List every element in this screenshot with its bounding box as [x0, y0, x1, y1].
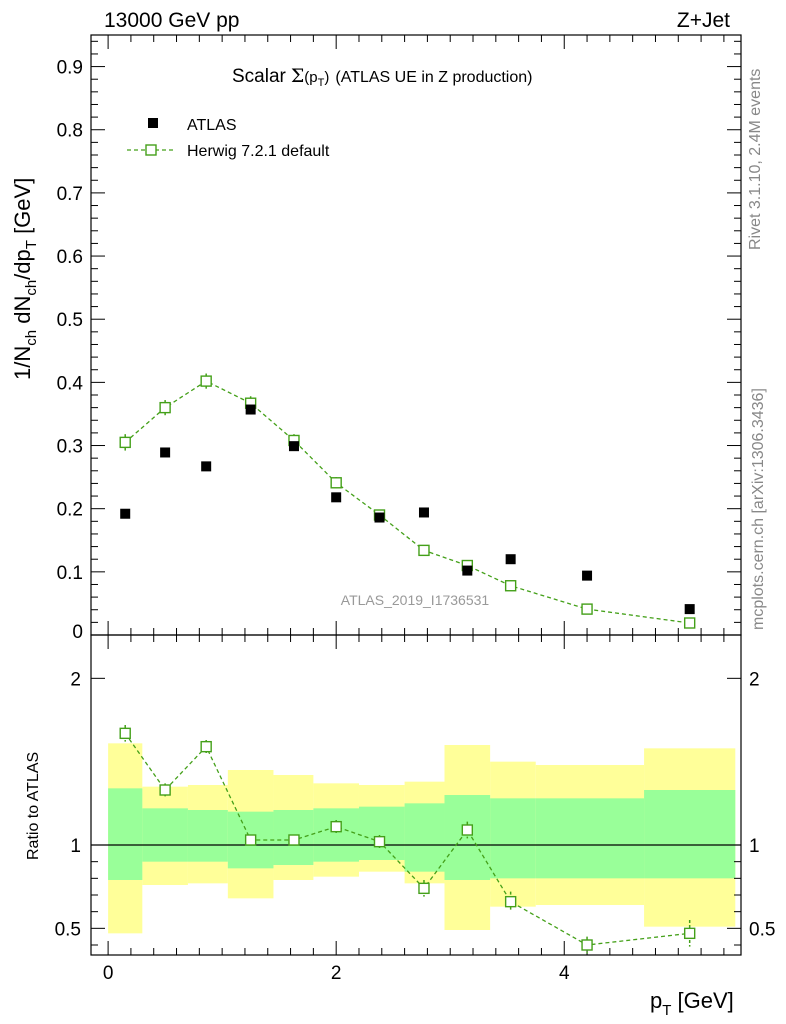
title-sigma-sub: T	[318, 77, 325, 89]
ratio-herwig-point	[418, 882, 430, 895]
title-prefix: Scalar	[232, 66, 287, 87]
legend-marker-herwig	[145, 144, 157, 156]
main-ytick-label: 0.7	[57, 184, 83, 205]
main-ytick-label: 0.6	[57, 247, 83, 268]
legend-label-herwig: Herwig 7.2.1 default	[187, 143, 330, 160]
uncertainty-band-inner	[644, 790, 736, 879]
main-ytick-label: 0.9	[57, 58, 83, 79]
main-ytick-label: 0.5	[57, 310, 83, 331]
main-ytick-label: 0.2	[57, 500, 83, 521]
ratio-ylabel: Ratio to ATLAS	[25, 752, 42, 860]
herwig-point	[119, 436, 131, 449]
ratio-frame	[90, 634, 742, 956]
ratio-ytick-label-right: 2	[749, 669, 760, 690]
atlas-point	[582, 570, 593, 581]
ratio-panel: 0 2 4 0.5 0.5 1 1 2 2	[55, 634, 775, 984]
main-ylabel: 1/Nch dNch/dpT [GeV]	[10, 178, 40, 380]
main-ytick-label: 0.3	[57, 437, 83, 458]
atlas-point	[160, 447, 171, 458]
ratio-ytick-label-left: 2	[70, 669, 81, 690]
uncertainty-band-inner	[404, 803, 445, 872]
herwig-point	[504, 580, 517, 592]
main-ytick-label: 0.4	[57, 373, 84, 394]
legend: ATLAS Herwig 7.2.1 default	[127, 117, 330, 160]
ratio-herwig-point	[288, 834, 300, 846]
herwig-point	[418, 544, 430, 557]
main-ytick-label: 0.8	[57, 121, 83, 142]
legend-label-atlas: ATLAS	[187, 117, 237, 134]
atlas-point	[245, 404, 256, 415]
uncertainty-band-inner	[108, 788, 143, 880]
ratio-herwig-point	[200, 740, 212, 753]
atlas-point	[462, 565, 473, 576]
ratio-ytick-label-right: 1	[749, 836, 760, 857]
title-sigma-close: )	[324, 69, 329, 86]
title-sigma-args: (p	[304, 69, 317, 86]
xtick-label: 0	[103, 963, 114, 984]
ratio-herwig-point	[119, 727, 131, 740]
uncertainty-band-inner	[358, 806, 405, 860]
ratio-herwig-point	[330, 820, 342, 833]
process-label: Z+Jet	[677, 9, 730, 32]
title-sigma: Σ	[291, 65, 304, 87]
mcplots-label: mcplots.cern.ch [arXiv:1306.3436]	[750, 388, 767, 630]
herwig-line	[124, 380, 690, 624]
ratio-herwig-point	[244, 834, 257, 846]
atlas-point	[418, 507, 429, 518]
xtick-label: 2	[331, 963, 342, 984]
collision-label: 13000 GeV pp	[104, 9, 239, 32]
herwig-point	[159, 401, 171, 414]
rivet-label: Rivet 3.1.10, 2.4M events	[747, 69, 764, 250]
atlas-point	[331, 492, 342, 503]
legend-marker-atlas	[148, 118, 158, 128]
atlas-point	[288, 441, 299, 452]
uncertainty-band-inner	[187, 810, 228, 862]
main-ytick-label-zero: 0	[72, 622, 83, 643]
herwig-point	[200, 375, 212, 387]
atlas-point	[374, 512, 385, 523]
ratio-ytick-label-right: 0.5	[749, 919, 775, 940]
ratio-ytick-label-left: 0.5	[55, 919, 81, 940]
atlas-point	[505, 554, 516, 565]
ratio-herwig-line	[124, 732, 690, 946]
ratio-ytick-label-left: 1	[70, 836, 81, 857]
ratio-herwig-point	[373, 835, 386, 848]
herwig-point	[581, 603, 593, 615]
uncertainty-band-inner	[313, 808, 359, 862]
xtick-label: 4	[559, 963, 570, 984]
herwig-point	[683, 617, 696, 629]
main-ytick-label: 0.1	[57, 563, 83, 584]
uncertainty-band-inner	[490, 798, 536, 879]
ratio-herwig-point	[461, 824, 474, 836]
title-rest: (ATLAS UE in Z production)	[335, 69, 532, 86]
main-panel: 0.1 0.2 0.3 0.4 0.5 0.6 0.7 0.8 0.9 0 Scalar Σ(pT)…	[57, 34, 742, 643]
herwig-point	[330, 477, 342, 489]
atlas-point	[684, 604, 695, 615]
main-plot-area: 0.1 0.2 0.3 0.4 0.5 0.6 0.7 0.8 0.9 0	[57, 34, 742, 643]
chart-title: Scalar Σ(pT) (ATLAS UE in Z production)	[232, 65, 532, 89]
uncertainty-band-inner	[142, 808, 188, 862]
ratio-herwig-point	[683, 927, 696, 940]
ratio-herwig-point	[159, 784, 171, 796]
atlas-point	[120, 508, 131, 519]
xlabel: pT [GeV]	[650, 988, 734, 1019]
ratio-herwig-point	[581, 939, 593, 951]
uncertainty-band-inner	[535, 798, 645, 879]
atlas-point	[201, 461, 212, 472]
ratio-plot-area: 0 2 4 0.5 0.5 1 1 2 2	[55, 634, 775, 984]
ratio-herwig-point	[504, 895, 517, 908]
analysis-watermark: ATLAS_2019_I1736531	[341, 592, 490, 608]
